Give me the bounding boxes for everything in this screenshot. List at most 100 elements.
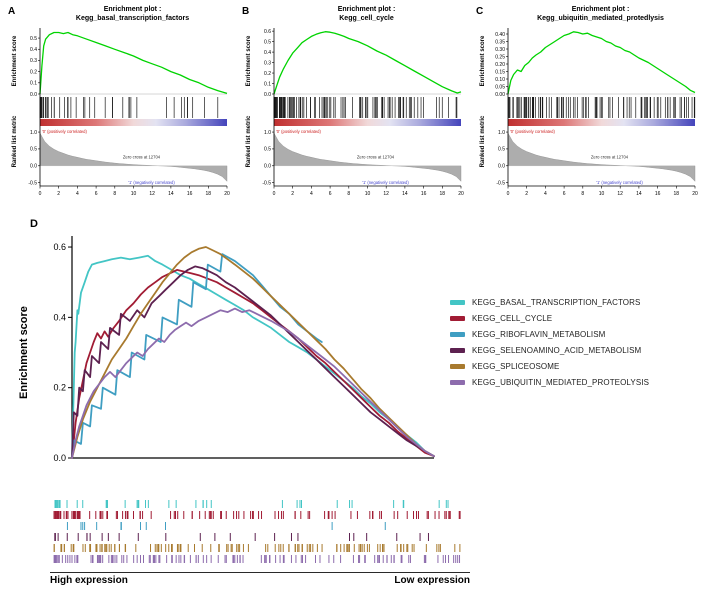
x-ticks: 0 2 4 6 8 10 12 14 16 18 20 bbox=[507, 186, 698, 197]
panel-A-letter: A bbox=[8, 6, 16, 17]
hit-ticks bbox=[508, 97, 696, 118]
panel-A-title: Enrichment plot : Kegg_basal_transcripti… bbox=[32, 6, 233, 24]
gsea-panel-svg: '0' (positively correlated) Zero cross at… bbox=[480, 28, 698, 197]
svg-text:0.40: 0.40 bbox=[495, 32, 505, 38]
series-curve bbox=[71, 307, 435, 459]
y-ticks: 0.0 0.2 0.4 0.6 bbox=[53, 242, 72, 463]
neg-correlated-label: '1' (negatively correlated) bbox=[128, 180, 175, 185]
svg-text:0.0: 0.0 bbox=[30, 164, 37, 170]
ranked-y-ticks: 1.0 0.5 0.0 -0.5 bbox=[262, 130, 274, 186]
zero-cross-label: Zero cross at 12704 bbox=[357, 155, 395, 160]
hit-ticks bbox=[273, 97, 458, 118]
legend: KEGG_BASAL_TRANSCRIPTION_FACTORS KEGG_CE… bbox=[450, 298, 649, 387]
expression-axis: High expression Low expression bbox=[50, 572, 470, 586]
series-curve bbox=[71, 269, 435, 459]
svg-text:2: 2 bbox=[525, 191, 528, 197]
rank-colorbar bbox=[508, 119, 695, 126]
x-ticks: 0 2 4 6 8 10 12 14 16 18 20 bbox=[273, 186, 464, 197]
zero-cross-label: Zero cross at 12704 bbox=[123, 155, 161, 160]
hit-row bbox=[53, 544, 461, 552]
ranked-y-ticks: 1.0 0.5 0.0 -0.5 bbox=[28, 130, 40, 186]
svg-text:0.1: 0.1 bbox=[264, 81, 271, 87]
panel-B-plot: '0' (positively correlated) Zero cross at… bbox=[242, 26, 467, 204]
hit-row bbox=[54, 533, 429, 541]
combined-enrichment-svg: 0.0 0.2 0.4 0.6 bbox=[53, 236, 435, 463]
ylabel-ranked-list-metric: Ranked list metric bbox=[480, 115, 486, 167]
rank-colorbar bbox=[40, 119, 227, 126]
legend-label: KEGG_UBIQUITIN_MEDIATED_PROTEOLYSIS bbox=[472, 378, 650, 387]
es-y-ticks: 0.0 0.1 0.2 0.3 0.4 0.5 bbox=[30, 36, 40, 98]
panel-B: B Enrichment plot : Kegg_cell_cycle '0' … bbox=[242, 6, 467, 208]
svg-text:4: 4 bbox=[76, 191, 79, 197]
svg-text:10: 10 bbox=[131, 191, 137, 197]
hit-ticks bbox=[39, 97, 219, 118]
svg-text:0.30: 0.30 bbox=[495, 47, 505, 53]
panel-D-plot: 0.0 0.2 0.4 0.6 bbox=[42, 230, 442, 475]
svg-text:0.05: 0.05 bbox=[495, 84, 505, 90]
svg-text:0.5: 0.5 bbox=[30, 36, 37, 42]
ranked-y-ticks: 1.0 0.5 0.0 -0.5 bbox=[496, 130, 508, 186]
ranked-metric-area bbox=[507, 132, 696, 182]
svg-text:0.2: 0.2 bbox=[53, 383, 66, 393]
svg-text:1.0: 1.0 bbox=[30, 130, 37, 136]
series-curve bbox=[71, 265, 435, 459]
legend-swatch bbox=[450, 380, 465, 385]
svg-text:12: 12 bbox=[149, 191, 155, 197]
series-curve bbox=[71, 254, 435, 459]
svg-text:-0.5: -0.5 bbox=[496, 180, 505, 186]
svg-text:6: 6 bbox=[329, 191, 332, 197]
panel-D-ylabel: Enrichment score bbox=[18, 306, 30, 399]
svg-text:0.0: 0.0 bbox=[498, 164, 505, 170]
svg-text:1.0: 1.0 bbox=[264, 130, 271, 136]
ylabel-ranked-list-metric: Ranked list metric bbox=[12, 115, 18, 167]
gsea-panel-svg: '0' (positively correlated) Zero cross at… bbox=[246, 28, 464, 197]
pos-correlated-label: '0' (positively correlated) bbox=[42, 129, 87, 134]
neg-correlated-label: '1' (negatively correlated) bbox=[362, 180, 409, 185]
svg-text:0: 0 bbox=[507, 191, 510, 197]
svg-text:14: 14 bbox=[402, 191, 408, 197]
svg-text:-0.5: -0.5 bbox=[262, 180, 271, 186]
svg-text:10: 10 bbox=[599, 191, 605, 197]
legend-item: KEGG_SPLICEOSOME bbox=[450, 362, 649, 371]
x-ticks: 0 2 4 6 8 10 12 14 16 18 20 bbox=[39, 186, 230, 197]
legend-swatch bbox=[450, 316, 465, 321]
ranked-metric-area bbox=[39, 132, 228, 182]
svg-text:18: 18 bbox=[440, 191, 446, 197]
svg-text:0.0: 0.0 bbox=[30, 92, 37, 98]
legend-swatch bbox=[450, 348, 465, 353]
panel-B-title-line2: Kegg_cell_cycle bbox=[339, 14, 394, 22]
svg-text:16: 16 bbox=[187, 191, 193, 197]
svg-text:0.5: 0.5 bbox=[264, 147, 271, 153]
svg-text:14: 14 bbox=[168, 191, 174, 197]
svg-text:0.35: 0.35 bbox=[495, 39, 505, 45]
legend-swatch bbox=[450, 332, 465, 337]
panel-C-plot: '0' (positively correlated) Zero cross at… bbox=[476, 26, 701, 204]
legend-item: KEGG_BASAL_TRANSCRIPTION_FACTORS bbox=[450, 298, 649, 307]
neg-correlated-label: '1' (negatively correlated) bbox=[596, 180, 643, 185]
svg-text:0.5: 0.5 bbox=[264, 39, 271, 45]
legend-label: KEGG_RIBOFLAVIN_METABOLISM bbox=[472, 330, 606, 339]
svg-text:0.10: 0.10 bbox=[495, 77, 505, 83]
es-y-ticks: 0.00 0.050.10 0.150.20 0.250.30 0.350.40 bbox=[495, 32, 508, 98]
panel-D-hit-rows bbox=[50, 498, 465, 570]
legend-item: KEGG_SELENOAMINO_ACID_METABOLISM bbox=[450, 346, 649, 355]
legend-label: KEGG_SELENOAMINO_ACID_METABOLISM bbox=[472, 346, 642, 355]
svg-text:0.6: 0.6 bbox=[53, 242, 66, 252]
svg-text:16: 16 bbox=[655, 191, 661, 197]
panel-B-title-line1: Enrichment plot : bbox=[337, 6, 396, 13]
hit-row bbox=[53, 511, 461, 519]
ylabel-enrichment-score: Enrichment score bbox=[480, 35, 486, 86]
svg-text:0.15: 0.15 bbox=[495, 69, 505, 75]
svg-text:0: 0 bbox=[39, 191, 42, 197]
svg-text:0.20: 0.20 bbox=[495, 62, 505, 68]
ylabel-ranked-list-metric: Ranked list metric bbox=[246, 115, 252, 167]
svg-text:12: 12 bbox=[617, 191, 623, 197]
panel-A: A Enrichment plot : Kegg_basal_transcrip… bbox=[8, 6, 233, 208]
enrichment-curve bbox=[39, 31, 228, 95]
svg-text:20: 20 bbox=[458, 191, 464, 197]
svg-text:6: 6 bbox=[95, 191, 98, 197]
legend-item: KEGG_UBIQUITIN_MEDIATED_PROTEOLYSIS bbox=[450, 378, 649, 387]
svg-text:20: 20 bbox=[692, 191, 698, 197]
svg-text:0.2: 0.2 bbox=[30, 69, 37, 75]
